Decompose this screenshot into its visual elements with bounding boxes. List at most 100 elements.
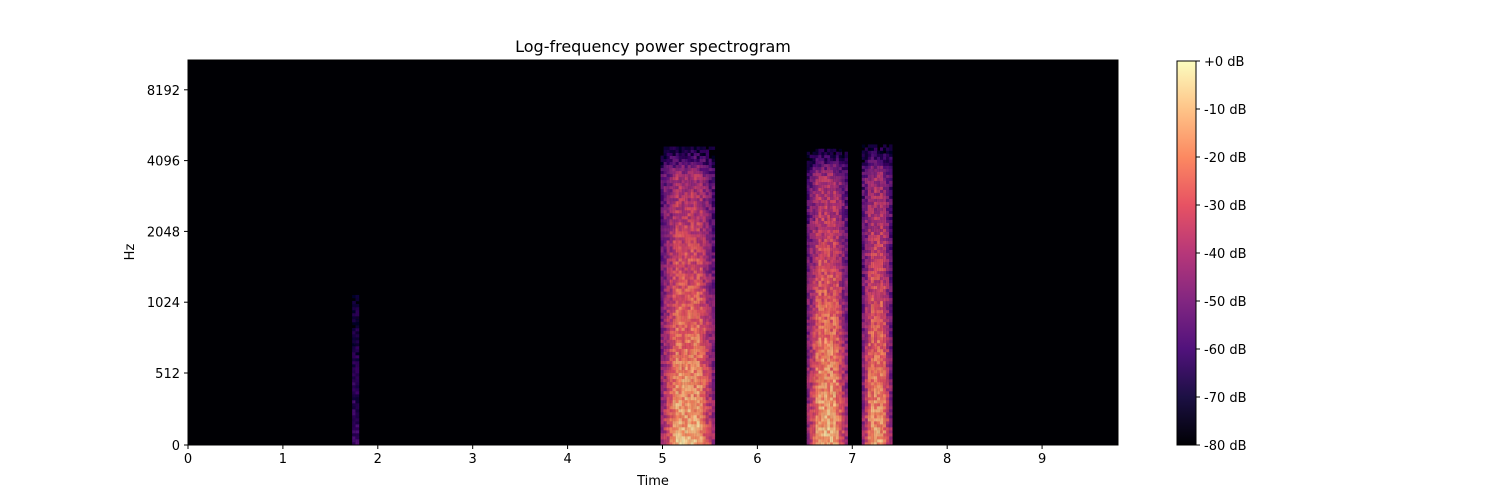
spectrogram-cell bbox=[886, 363, 890, 368]
colorbar-axis: +0 dB-10 dB-20 dB-30 dB-40 dB-50 dB-60 d… bbox=[1196, 55, 1247, 454]
spectrogram-cell bbox=[889, 357, 893, 362]
spectrogram-cell bbox=[870, 153, 875, 157]
spectrogram-cell bbox=[815, 388, 819, 392]
spectrogram-cell bbox=[669, 423, 674, 428]
spectrogram-cell bbox=[352, 381, 356, 386]
spectrogram-cell bbox=[873, 177, 878, 181]
spectrogram-cell bbox=[675, 285, 680, 289]
spectrogram-cell bbox=[690, 336, 695, 340]
spectrogram-cell bbox=[880, 168, 884, 172]
spectrogram-cell bbox=[821, 253, 825, 257]
spectrogram-cell bbox=[693, 441, 698, 445]
spectrogram-cell bbox=[687, 408, 692, 413]
spectrogram-cell bbox=[675, 185, 680, 190]
spectrogram-cell bbox=[702, 188, 707, 193]
spectrogram-cell bbox=[861, 213, 866, 217]
spectrogram-cell bbox=[844, 439, 848, 443]
spectrogram-cell bbox=[809, 262, 813, 266]
spectrogram-cell bbox=[711, 161, 716, 166]
spectrogram-cell bbox=[815, 178, 819, 183]
spectrogram-cell bbox=[886, 333, 890, 338]
spectrogram-cell bbox=[889, 390, 893, 395]
spectrogram-cell bbox=[690, 315, 695, 319]
spectrogram-cell bbox=[835, 289, 840, 293]
spectrogram-cell bbox=[886, 375, 890, 380]
spectrogram-cell bbox=[806, 364, 811, 368]
spectrogram-cell bbox=[873, 363, 878, 368]
spectrogram-cell bbox=[684, 185, 689, 190]
spectrogram-cell bbox=[835, 217, 840, 221]
spectrogram-cell bbox=[672, 252, 677, 256]
spectrogram-cell bbox=[818, 382, 822, 386]
spectrogram-cell bbox=[827, 346, 831, 350]
spectrogram-cell bbox=[809, 439, 813, 443]
spectrogram-cell bbox=[806, 202, 811, 206]
spectrogram-cell bbox=[886, 300, 890, 305]
spectrogram-cell bbox=[830, 217, 834, 221]
spectrogram-cell bbox=[809, 352, 813, 356]
spectrogram-cell bbox=[835, 334, 840, 338]
spectrogram-cell bbox=[702, 233, 707, 238]
spectrogram-cell bbox=[675, 423, 680, 428]
spectrogram-cell bbox=[693, 255, 698, 259]
spectrogram-cell bbox=[711, 176, 716, 181]
spectrogram-cell bbox=[835, 160, 840, 165]
spectrogram-cell bbox=[815, 172, 819, 177]
spectrogram-cell bbox=[693, 405, 698, 410]
spectrogram-cell bbox=[705, 375, 710, 380]
spectrogram-cell bbox=[867, 393, 872, 398]
spectrogram-cell bbox=[830, 334, 834, 338]
spectrogram-cell bbox=[711, 417, 716, 422]
spectrogram-cell bbox=[666, 176, 671, 181]
spectrogram-cell bbox=[672, 170, 677, 175]
spectrogram-cell bbox=[669, 249, 674, 253]
spectrogram-cell bbox=[832, 418, 837, 422]
spectrogram-cell bbox=[873, 378, 878, 383]
spectrogram-cell bbox=[355, 321, 360, 326]
spectrogram-cell bbox=[806, 244, 811, 248]
spectrogram-cell bbox=[830, 301, 834, 305]
spectrogram-cell bbox=[809, 244, 813, 248]
spectrogram-cell bbox=[660, 285, 664, 289]
spectrogram-cell bbox=[708, 423, 713, 428]
spectrogram-cell bbox=[809, 226, 813, 230]
spectrogram-cell bbox=[815, 334, 819, 338]
spectrogram-cell bbox=[702, 429, 707, 434]
spectrogram-cell bbox=[870, 249, 875, 254]
spectrogram-cell bbox=[693, 321, 698, 325]
x-tick-label: 7 bbox=[848, 452, 856, 467]
spectrogram-cell bbox=[809, 310, 813, 314]
spectrogram-cell bbox=[864, 393, 869, 398]
spectrogram-cell bbox=[672, 408, 677, 413]
spectrogram-cell bbox=[838, 163, 843, 168]
spectrogram-cell bbox=[844, 316, 848, 320]
spectrogram-cell bbox=[861, 417, 866, 422]
spectrogram-cell bbox=[678, 339, 683, 343]
spectrogram-cell bbox=[889, 345, 893, 350]
spectrogram-cell bbox=[681, 342, 686, 346]
spectrogram-cell bbox=[841, 337, 846, 341]
spectrogram-cell bbox=[827, 352, 831, 356]
spectrogram-cell bbox=[838, 340, 843, 344]
spectrogram-cell bbox=[841, 280, 846, 284]
spectrogram-cell bbox=[355, 369, 360, 374]
spectrogram-cell bbox=[873, 282, 878, 287]
spectrogram-cell bbox=[678, 345, 683, 349]
spectrogram-cell bbox=[355, 363, 360, 368]
spectrogram-cell bbox=[687, 158, 692, 163]
spectrogram-cell bbox=[675, 432, 680, 437]
spectrogram-cell bbox=[830, 211, 834, 215]
spectrogram-cell bbox=[830, 166, 834, 171]
spectrogram-cell bbox=[702, 264, 707, 268]
spectrogram-cell bbox=[672, 423, 677, 428]
spectrogram-cell bbox=[812, 163, 816, 168]
spectrogram-cell bbox=[864, 375, 869, 380]
spectrogram-cell bbox=[669, 363, 674, 368]
spectrogram-cell bbox=[675, 188, 680, 193]
spectrogram-cell bbox=[841, 358, 846, 362]
spectrogram-cell bbox=[699, 240, 704, 244]
spectrogram-cell bbox=[681, 227, 686, 232]
spectrogram-cell bbox=[886, 231, 890, 235]
spectrogram-cell bbox=[702, 161, 707, 166]
spectrogram-cell bbox=[711, 354, 716, 358]
